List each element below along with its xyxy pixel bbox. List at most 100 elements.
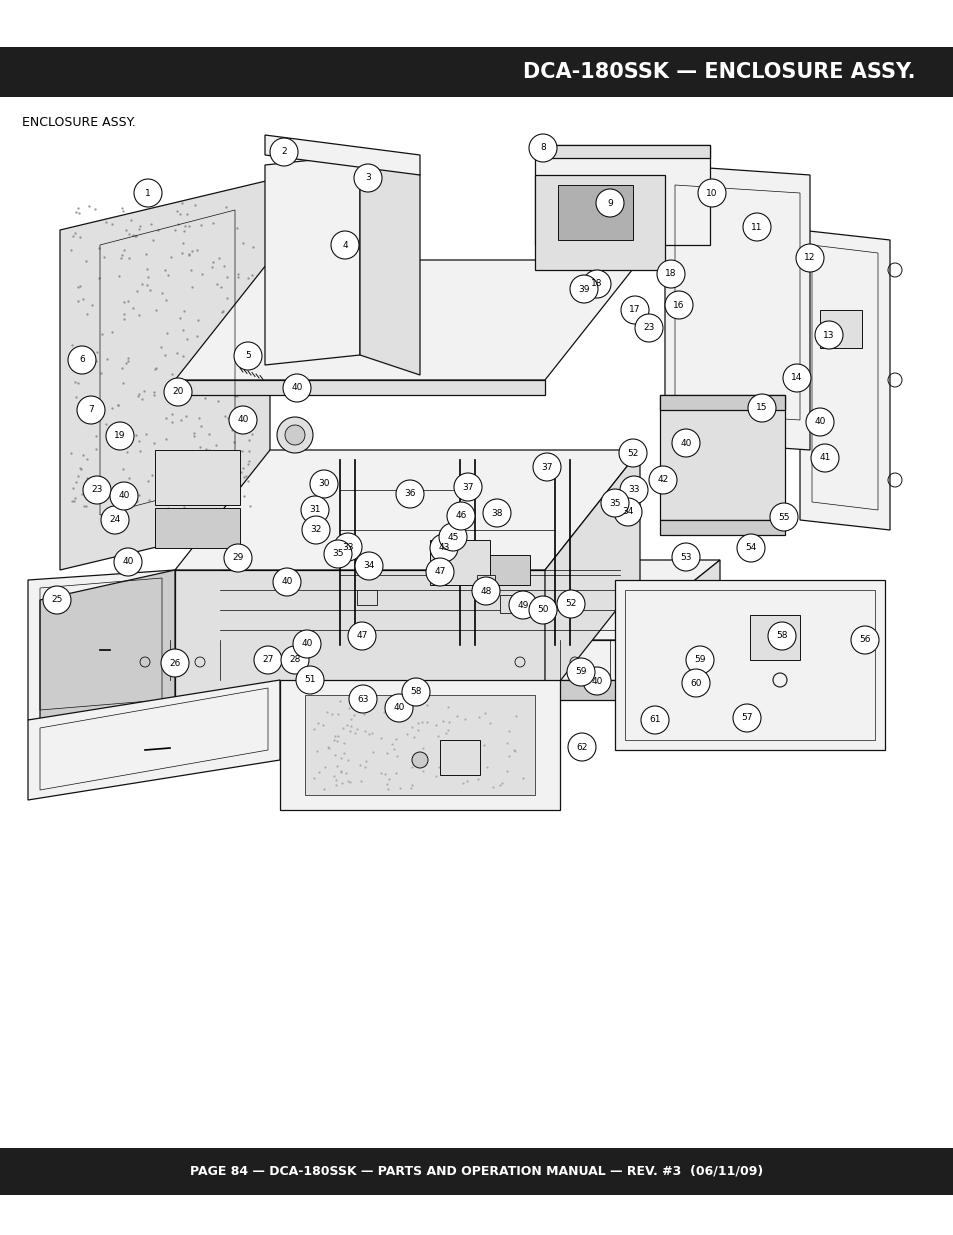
- Circle shape: [648, 466, 677, 494]
- Bar: [749, 615, 800, 659]
- Polygon shape: [664, 165, 809, 450]
- Circle shape: [324, 540, 352, 568]
- Circle shape: [412, 752, 428, 768]
- Text: 40: 40: [122, 557, 133, 567]
- Polygon shape: [535, 144, 709, 245]
- Circle shape: [769, 503, 797, 531]
- Text: 40: 40: [679, 438, 691, 447]
- Text: 34: 34: [621, 508, 633, 516]
- Text: 41: 41: [819, 453, 830, 462]
- Text: 34: 34: [363, 562, 375, 571]
- Circle shape: [566, 658, 595, 685]
- Text: 62: 62: [576, 742, 587, 752]
- Circle shape: [310, 471, 337, 498]
- Text: 18: 18: [591, 279, 602, 289]
- Polygon shape: [120, 640, 619, 680]
- Circle shape: [681, 669, 709, 697]
- Text: 24: 24: [110, 515, 120, 525]
- Circle shape: [302, 516, 330, 543]
- Polygon shape: [544, 450, 639, 700]
- Circle shape: [430, 534, 457, 562]
- Bar: [476, 576, 495, 589]
- Polygon shape: [174, 450, 639, 571]
- Polygon shape: [28, 571, 174, 720]
- Circle shape: [509, 592, 537, 619]
- Polygon shape: [120, 559, 720, 640]
- Circle shape: [685, 646, 713, 674]
- Polygon shape: [28, 680, 280, 800]
- Circle shape: [348, 622, 375, 650]
- Text: 40: 40: [814, 417, 825, 426]
- Text: 40: 40: [291, 384, 302, 393]
- Text: 5: 5: [245, 352, 251, 361]
- Polygon shape: [659, 520, 784, 535]
- Text: ENCLOSURE ASSY.: ENCLOSURE ASSY.: [22, 116, 135, 128]
- Circle shape: [614, 498, 641, 526]
- Circle shape: [567, 734, 596, 761]
- Text: 33: 33: [628, 485, 639, 494]
- Circle shape: [732, 704, 760, 732]
- Polygon shape: [174, 571, 544, 700]
- Text: 23: 23: [91, 485, 103, 494]
- Text: 31: 31: [309, 505, 320, 515]
- Polygon shape: [265, 135, 419, 175]
- Text: 51: 51: [304, 676, 315, 684]
- Bar: [430, 540, 490, 585]
- Polygon shape: [359, 156, 419, 375]
- Circle shape: [101, 506, 129, 534]
- Circle shape: [233, 342, 262, 370]
- Circle shape: [698, 179, 725, 207]
- Circle shape: [664, 291, 692, 319]
- Text: 27: 27: [262, 656, 274, 664]
- Text: 23: 23: [642, 324, 654, 332]
- Text: 58: 58: [776, 631, 787, 641]
- Text: 8: 8: [539, 143, 545, 152]
- Text: 40: 40: [301, 640, 313, 648]
- Circle shape: [767, 622, 795, 650]
- Circle shape: [438, 522, 467, 551]
- Circle shape: [742, 212, 770, 241]
- Text: PAGE 84 — DCA-180SSK — PARTS AND OPERATION MANUAL — REV. #3  (06/11/09): PAGE 84 — DCA-180SSK — PARTS AND OPERATI…: [191, 1165, 762, 1178]
- Circle shape: [619, 475, 647, 504]
- Text: 18: 18: [664, 269, 676, 279]
- Text: 30: 30: [318, 479, 330, 489]
- Bar: [558, 185, 633, 240]
- Polygon shape: [659, 395, 784, 520]
- Text: 13: 13: [822, 331, 834, 340]
- Text: 40: 40: [237, 415, 249, 425]
- Text: 47: 47: [434, 568, 445, 577]
- Text: 29: 29: [233, 553, 243, 562]
- Text: 17: 17: [629, 305, 640, 315]
- Text: 40: 40: [591, 677, 602, 685]
- Circle shape: [401, 678, 430, 706]
- Text: 20: 20: [172, 388, 184, 396]
- Circle shape: [529, 135, 557, 162]
- Text: 60: 60: [690, 678, 701, 688]
- Polygon shape: [174, 261, 639, 380]
- Text: 47: 47: [355, 631, 367, 641]
- Text: 33: 33: [342, 542, 354, 552]
- Circle shape: [747, 394, 775, 422]
- Text: 43: 43: [437, 543, 449, 552]
- Text: 52: 52: [627, 448, 638, 457]
- Circle shape: [68, 346, 96, 374]
- Polygon shape: [619, 559, 720, 740]
- Polygon shape: [659, 395, 784, 410]
- Text: 32: 32: [310, 526, 321, 535]
- Text: DCA-180SSK — ENCLOSURE ASSY.: DCA-180SSK — ENCLOSURE ASSY.: [523, 62, 915, 82]
- Polygon shape: [615, 580, 884, 750]
- Circle shape: [596, 189, 623, 217]
- Text: 2: 2: [281, 147, 287, 157]
- Bar: [356, 590, 376, 605]
- Bar: [154, 508, 240, 548]
- Circle shape: [83, 475, 111, 504]
- Circle shape: [533, 453, 560, 480]
- Text: 37: 37: [540, 462, 552, 472]
- Polygon shape: [280, 680, 559, 810]
- Circle shape: [164, 378, 192, 406]
- Text: 40: 40: [281, 578, 293, 587]
- Polygon shape: [60, 180, 270, 571]
- Text: 4: 4: [342, 241, 348, 249]
- Text: 38: 38: [491, 509, 502, 517]
- Text: 40: 40: [393, 704, 404, 713]
